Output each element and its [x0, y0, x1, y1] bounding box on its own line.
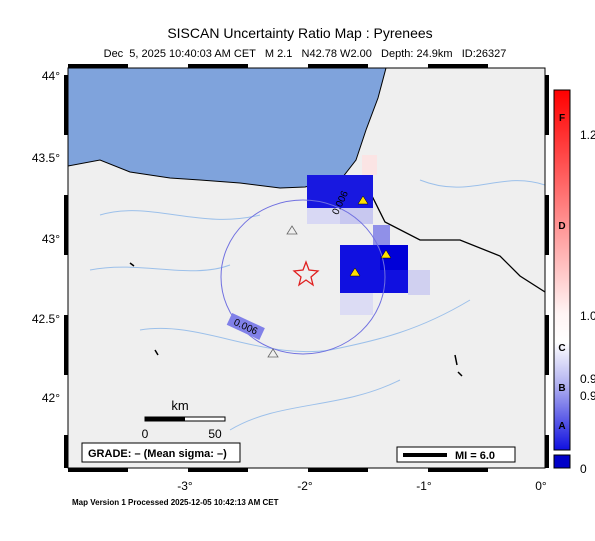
lat-label: 42° — [42, 391, 60, 405]
colorbar-label: 0 — [580, 462, 587, 476]
grade-box — [81, 442, 241, 463]
stations-inactive — [267, 225, 298, 358]
grade-letter: A — [558, 421, 565, 432]
lon-label: 0° — [535, 479, 547, 493]
lat-label: 44° — [42, 69, 60, 83]
lon-label: -2° — [297, 479, 313, 493]
lat-label: 43.5° — [32, 151, 60, 165]
lat-label: 42.5° — [32, 312, 60, 326]
frame-ticks — [64, 64, 549, 472]
grade-letter: D — [558, 221, 565, 232]
colorbar-labels: 1.2 1.0 0.9 0.9 0 — [580, 128, 595, 476]
contour — [220, 199, 386, 355]
sea — [68, 68, 387, 189]
mi-box — [396, 446, 516, 463]
colorbar-min — [553, 454, 571, 469]
lon-labels: -3° -2° -1° 0° — [177, 479, 547, 493]
stations — [349, 195, 392, 277]
grade: GRADE: – (Mean sigma: –) — [88, 448, 227, 460]
frame — [67, 67, 546, 469]
contour-label-box — [226, 312, 265, 340]
colorbar-label: 1.2 — [580, 128, 595, 142]
scale-end: 50 — [208, 427, 222, 441]
colorbar-label: 1.0 — [580, 309, 595, 323]
lat-labels: 44° 43.5° 43° 42.5° 42° — [32, 69, 60, 405]
lon-label: -1° — [416, 479, 432, 493]
grade-letter: B — [558, 383, 565, 394]
title: SISCAN Uncertainty Ratio Map : Pyrenees — [167, 25, 432, 41]
mi: MI = 6.0 — [455, 450, 495, 462]
lat-label: 43° — [42, 232, 60, 246]
footer: Map Version 1 Processed 2025-12-05 10:42… — [72, 498, 279, 507]
scale-unit: km — [171, 398, 188, 413]
scale-start: 0 — [142, 427, 149, 441]
colorbar-label: 0.9 — [580, 389, 595, 403]
colorbar — [553, 89, 571, 451]
grade-letter: C — [558, 343, 565, 354]
colorbar-label: 0.9 — [580, 372, 595, 386]
lakes — [129, 262, 463, 377]
colorbar-grades: F D C B A — [558, 113, 565, 432]
scale-bar: km 0 50 — [142, 398, 226, 441]
subtitle: Dec 5, 2025 10:40:03 AM CET M 2.1 N42.78… — [104, 48, 507, 60]
map: 0.006 0.006 — [68, 68, 545, 468]
grade-letter: F — [559, 113, 565, 124]
epicenter — [292, 260, 320, 287]
lon-label: -3° — [177, 479, 193, 493]
